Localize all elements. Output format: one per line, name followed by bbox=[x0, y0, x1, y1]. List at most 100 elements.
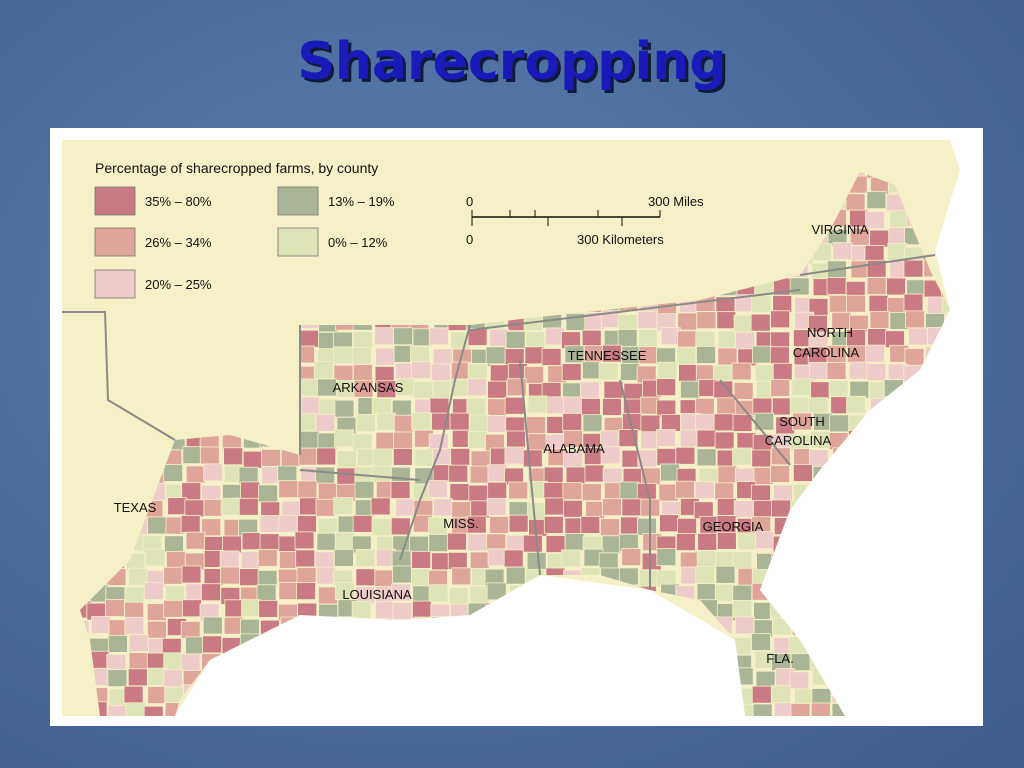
county bbox=[336, 450, 357, 469]
county bbox=[714, 482, 735, 501]
county bbox=[695, 566, 716, 584]
county bbox=[487, 464, 508, 483]
county bbox=[185, 465, 206, 484]
county bbox=[790, 703, 811, 716]
gulf bbox=[175, 575, 745, 716]
county bbox=[657, 361, 678, 380]
county bbox=[299, 329, 320, 348]
county bbox=[467, 362, 488, 381]
county bbox=[889, 210, 910, 228]
county bbox=[294, 531, 315, 550]
county bbox=[469, 551, 490, 570]
county bbox=[526, 416, 546, 435]
county bbox=[695, 413, 715, 432]
county bbox=[754, 412, 775, 431]
county bbox=[181, 482, 202, 501]
county bbox=[220, 497, 241, 516]
county bbox=[257, 548, 278, 567]
county bbox=[167, 497, 188, 516]
county bbox=[752, 703, 773, 716]
county bbox=[696, 311, 717, 330]
county bbox=[432, 348, 453, 367]
county bbox=[886, 277, 906, 296]
county bbox=[846, 395, 866, 414]
county bbox=[185, 636, 205, 655]
county bbox=[600, 446, 621, 465]
county bbox=[582, 414, 603, 433]
county bbox=[238, 497, 259, 516]
county bbox=[487, 398, 507, 417]
state-label: TEXAS bbox=[114, 500, 157, 515]
county bbox=[526, 552, 547, 570]
county bbox=[466, 397, 487, 416]
county bbox=[334, 531, 355, 550]
county bbox=[753, 500, 773, 518]
county bbox=[259, 533, 280, 552]
county bbox=[486, 498, 507, 516]
county bbox=[181, 565, 202, 584]
county bbox=[656, 548, 677, 566]
county bbox=[585, 501, 606, 519]
county bbox=[789, 277, 810, 296]
county bbox=[565, 466, 586, 485]
county bbox=[258, 484, 278, 503]
county bbox=[163, 463, 183, 482]
county bbox=[867, 328, 888, 347]
county bbox=[467, 328, 488, 346]
county bbox=[751, 633, 771, 651]
county bbox=[792, 412, 812, 431]
county bbox=[580, 398, 601, 416]
county bbox=[355, 568, 376, 587]
county bbox=[164, 535, 184, 554]
county bbox=[448, 587, 469, 605]
county bbox=[371, 518, 392, 537]
county bbox=[356, 414, 376, 432]
county bbox=[163, 652, 184, 671]
county bbox=[375, 601, 395, 620]
county bbox=[789, 396, 810, 415]
county bbox=[733, 382, 754, 400]
county bbox=[508, 481, 529, 500]
county bbox=[562, 499, 583, 518]
county bbox=[411, 550, 432, 569]
state-label: LOUISIANA bbox=[342, 587, 412, 602]
state-label: NORTH bbox=[807, 325, 853, 340]
county bbox=[676, 346, 697, 365]
county bbox=[770, 331, 791, 350]
county bbox=[447, 551, 468, 570]
county bbox=[602, 398, 622, 416]
county bbox=[448, 464, 469, 483]
county bbox=[334, 429, 354, 448]
county bbox=[543, 515, 564, 534]
county bbox=[561, 549, 581, 568]
county bbox=[489, 515, 509, 534]
county bbox=[392, 602, 413, 621]
county bbox=[504, 396, 525, 415]
county bbox=[428, 327, 449, 346]
county bbox=[180, 621, 201, 639]
county bbox=[432, 380, 453, 399]
county bbox=[180, 653, 201, 672]
county bbox=[617, 314, 638, 332]
county bbox=[318, 586, 338, 605]
county bbox=[107, 635, 128, 653]
legend-label: 13% – 19% bbox=[328, 194, 395, 209]
county bbox=[374, 327, 395, 346]
county bbox=[278, 480, 299, 499]
county bbox=[240, 551, 261, 569]
county bbox=[579, 381, 600, 400]
county bbox=[580, 515, 601, 534]
county bbox=[469, 465, 490, 484]
county bbox=[905, 310, 925, 329]
county bbox=[793, 464, 813, 482]
county bbox=[732, 551, 753, 570]
county bbox=[91, 616, 111, 634]
county bbox=[393, 431, 413, 450]
state-label: MISS. bbox=[443, 516, 478, 531]
county bbox=[562, 413, 583, 431]
county bbox=[866, 191, 887, 210]
state-label: ARKANSAS bbox=[333, 380, 404, 395]
county bbox=[447, 532, 467, 551]
county bbox=[317, 517, 338, 536]
county bbox=[413, 448, 434, 467]
